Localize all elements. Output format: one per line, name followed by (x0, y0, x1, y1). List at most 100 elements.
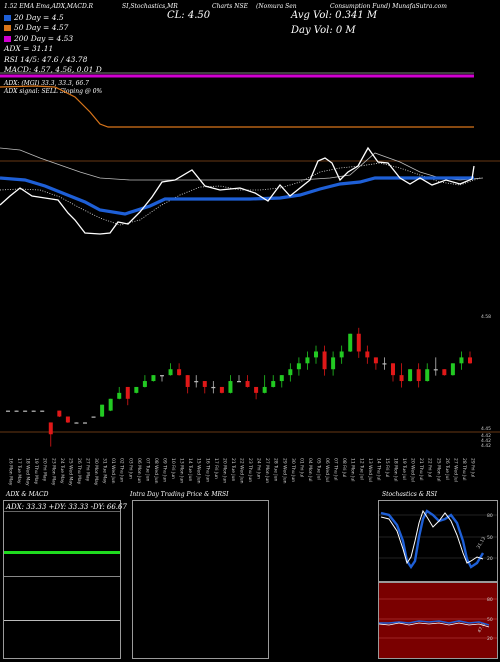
price-tick-3: 4.42 (481, 438, 491, 444)
candle-body (373, 357, 378, 364)
close-line (0, 146, 475, 235)
candle-body (117, 392, 122, 399)
adx-signal-line (4, 551, 120, 554)
candle-body (262, 386, 267, 393)
date-tick-label: 07 Tue Jun (144, 458, 150, 481)
adx-readout: ADX: 33.33 +DY: 33.33 -DY: 66.67 (6, 503, 127, 511)
adx-panel-divider (4, 576, 120, 577)
date-tick-label: 01 Fri Jul (298, 458, 304, 477)
price-tick-4: 4.42 (481, 443, 491, 449)
candlestick-series (6, 327, 472, 447)
candle-body (365, 351, 370, 358)
rsi-value: 47.6 (477, 622, 487, 634)
date-tick-label: 15 Fri Jul (384, 458, 390, 477)
date-tick-label: 30 Thu Jun (290, 458, 296, 482)
stochastics-panel: 80 50 20 31.13 (378, 500, 498, 582)
date-tick-label: 19 Thu May (33, 458, 39, 485)
ema50-label: 50 Day = 4.57 (4, 23, 102, 33)
candle-body (14, 410, 19, 412)
candle-body (40, 410, 45, 412)
stoch-tick-80: 80 (487, 513, 493, 519)
rsi-value: RSI 14/5: 47.6 / 43.78 (4, 54, 88, 64)
date-tick-label: 01 Wed Jun (110, 458, 116, 484)
day-volume: Day Vol: 0 M (291, 25, 356, 36)
date-tick-label: 25 Wed May (67, 458, 73, 486)
candle-body (382, 363, 387, 365)
ema50-swatch (4, 25, 11, 32)
candle-body (23, 410, 28, 412)
candle-body (228, 381, 233, 393)
stochastics-plot: 80 50 20 31.13 (379, 509, 497, 570)
adx-header-line2: ADX signal: SELL Sloping @ 0% (4, 88, 103, 95)
candle-body (288, 369, 293, 376)
date-tick-label: 02 Thu Jun (119, 458, 125, 482)
candle-body (83, 422, 87, 424)
date-tick-label: 25 Mon Jul (435, 458, 441, 482)
candle-body (100, 404, 105, 417)
rsi-panel: 80 50 20 47.6 (378, 582, 498, 659)
date-tick-label: 26 Tue Jul (444, 458, 450, 480)
candle-body (271, 381, 276, 387)
candle-body (74, 422, 79, 424)
date-tick-label: 26 Thu May (76, 458, 82, 485)
date-axis: 16 Mon May 17 Tue May 18 Wed May 19 Thu May… (8, 458, 476, 486)
candle-body (254, 386, 259, 393)
ema20-swatch (4, 15, 11, 21)
candle-body (91, 416, 96, 418)
date-tick-label: 20 Fri May (42, 458, 48, 482)
rsi-tick-20: 20 (487, 636, 493, 642)
candle-body (219, 386, 224, 393)
adx-header-line1: ADX: (MGI) 33.3, 33.3, 66.7 (4, 80, 89, 87)
candle-body (314, 351, 318, 358)
date-tick-label: 21 Tue Jun (230, 458, 236, 481)
intraday-title: Intra Day Trading Price & MRSI (130, 491, 229, 498)
price-tick-2: 4.42 (481, 433, 491, 439)
date-tick-label: 15 Wed Jun (196, 458, 202, 484)
date-tick-label: 07 Thu Jul (333, 458, 339, 480)
candle-body (442, 369, 447, 376)
price-tick-top: 4.58 (481, 314, 491, 320)
candle-body (237, 381, 241, 383)
ema50-line (0, 85, 474, 128)
stoch-d-line (380, 509, 484, 565)
date-tick-label: 17 Tue May (16, 458, 22, 484)
indicator-legend: 20 Day = 4.5 50 Day = 4.57 200 Day = 4.5… (4, 13, 102, 75)
candle-body (151, 375, 156, 382)
ema20-label: 20 Day = 4.5 (4, 13, 102, 23)
stoch-value: 31.13 (476, 536, 488, 550)
date-tick-label: 09 Thu Jun (162, 458, 168, 482)
candle-body (202, 381, 207, 387)
candle-body (48, 422, 53, 435)
candle-body (348, 333, 353, 352)
ema200-swatch (4, 35, 11, 42)
adx-macd-panel: ADX: 33.33 +DY: 33.33 -DY: 66.67 (3, 500, 127, 659)
date-tick-label: 06 Wed Jul (324, 458, 330, 482)
rsi-tick-80: 80 (487, 597, 493, 603)
date-tick-label: 23 Thu Jun (247, 458, 253, 482)
date-tick-label: 24 Tue May (59, 458, 65, 484)
date-tick-label: 31 Tue May (102, 458, 108, 484)
macd-line (4, 620, 120, 621)
date-tick-label: 29 Wed Jun (281, 458, 287, 484)
date-tick-label: 16 Mon May (8, 458, 14, 486)
chart-header-2: SI,Stochastics,MR (122, 3, 178, 10)
adx-macd-title: ADX & MACD (6, 491, 49, 498)
date-tick-label: 10 Fri Jun (170, 458, 176, 479)
candle-body (185, 375, 190, 387)
chart-header-4: (Nomura Sen (256, 3, 297, 10)
candle-body (160, 375, 164, 377)
candle-body (142, 381, 147, 387)
candle-body (108, 398, 113, 411)
candle-body (399, 375, 404, 382)
rsi-signal-line (378, 622, 490, 628)
intraday-panel (132, 500, 269, 659)
close-price: CL: 4.50 (167, 10, 211, 21)
date-tick-label: 30 Mon May (93, 458, 99, 486)
candle-body (391, 363, 395, 376)
date-tick-label: 20 Wed Jul (410, 458, 416, 482)
candle-body (6, 410, 10, 412)
candle-body (339, 351, 344, 358)
date-tick-label: 23 Mon May (50, 458, 56, 486)
chart-header-5: Consumption Fund) MunafaSutra.com (330, 3, 447, 10)
date-tick-label: 24 Fri Jun (256, 458, 262, 479)
